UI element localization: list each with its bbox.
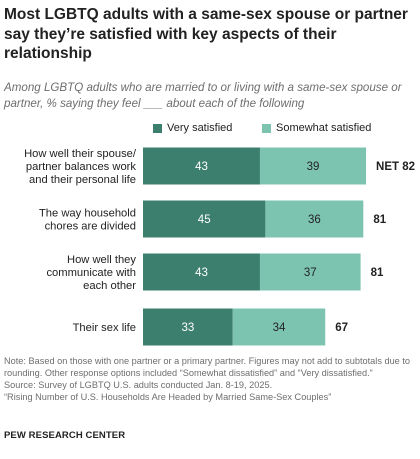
- legend-label-very-satisfied: Very satisfied: [167, 122, 233, 134]
- bar-somewhat-satisfied: [259, 253, 361, 291]
- bar-very-satisfied: [143, 308, 233, 346]
- bar-very-satisfied: [143, 253, 260, 291]
- net-total-label: 81: [371, 267, 384, 279]
- bar-somewhat-satisfied: [259, 147, 367, 185]
- bar-value-label: 43: [195, 161, 208, 173]
- notes-block: Note: Based on those with one partner or…: [4, 355, 416, 403]
- chart-subtitle: Among LGBTQ adults who are married to or…: [4, 81, 402, 110]
- net-total-label: 67: [335, 322, 348, 334]
- bar-value-label: 43: [195, 267, 208, 279]
- category-label: The way household chores are divided: [39, 208, 136, 233]
- legend-label-somewhat-satisfied: Somewhat satisfied: [276, 122, 372, 134]
- legend-swatch-somewhat-satisfied: [262, 123, 271, 133]
- report-title-text: “Rising Number of U.S. Households Are He…: [4, 392, 332, 402]
- bar-very-satisfied: [143, 200, 266, 238]
- category-label: How well they communicate with each other: [46, 254, 136, 292]
- footer-logo-text: PEW RESEARCH CENTER: [4, 430, 126, 441]
- bar-value-label: 39: [307, 161, 320, 173]
- bar-value-label: 34: [273, 322, 286, 334]
- category-label: How well their spouse/partner balances w…: [24, 148, 137, 186]
- bar-value-label: 45: [198, 214, 211, 226]
- legend-somewhat-satisfied: Somewhat satisfied: [262, 122, 371, 134]
- bar-very-satisfied: [143, 147, 260, 185]
- net-total-label: NET 82: [376, 161, 415, 173]
- legend-very-satisfied: Very satisfied: [153, 122, 232, 134]
- bar-value-label: 36: [308, 214, 321, 226]
- category-label: Their sex life: [73, 322, 136, 334]
- bar-somewhat-satisfied: [265, 200, 364, 238]
- net-total-label: 81: [373, 214, 386, 226]
- bar-value-label: 37: [304, 267, 317, 279]
- legend-swatch-very-satisfied: [153, 123, 162, 133]
- note-text: Note: Based on those with one partner or…: [4, 356, 411, 378]
- chart-title: Most LGBTQ adults with a same-sex spouse…: [4, 6, 408, 62]
- bar-somewhat-satisfied: [232, 308, 326, 346]
- source-text: Source: Survey of LGBTQ U.S. adults cond…: [4, 380, 273, 390]
- bar-value-label: 33: [181, 322, 194, 334]
